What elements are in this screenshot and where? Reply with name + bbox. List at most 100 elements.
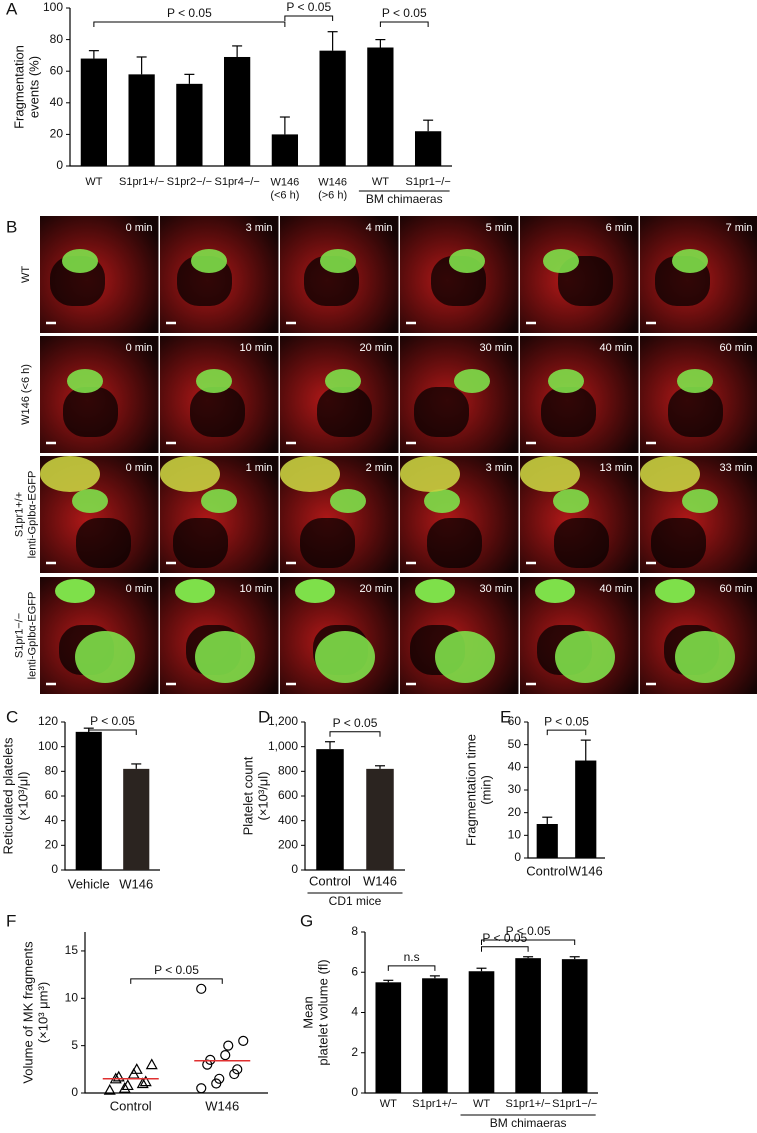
row-label: WT <box>20 266 32 283</box>
cell-green <box>320 249 356 273</box>
bar <box>422 978 448 1093</box>
point <box>118 1082 131 1093</box>
panel-letter: G <box>300 911 313 930</box>
time-label: 13 min <box>599 462 632 474</box>
point <box>130 1063 143 1074</box>
time-label: 40 min <box>599 583 632 595</box>
time-label: 20 min <box>359 583 392 595</box>
x-tick-label: S1pr1−/− <box>405 176 450 188</box>
comparison-label: P < 0.05 <box>482 931 527 945</box>
time-label: 5 min <box>486 222 513 234</box>
time-label: 33 min <box>719 462 752 474</box>
x-tick-label: S1pr1−/− <box>552 1098 597 1110</box>
panel-letter: C <box>6 707 18 726</box>
time-label: 6 min <box>606 222 633 234</box>
cell-green <box>62 249 98 273</box>
comparison-bracket <box>88 729 137 735</box>
cell-green <box>543 249 579 273</box>
x-tick-label: W146 <box>569 863 603 878</box>
cell-green <box>72 489 108 513</box>
vessel-dark <box>300 518 355 568</box>
x-tick-label: WT <box>380 1098 397 1110</box>
bar <box>123 768 150 870</box>
x-tick-label: WT <box>372 176 389 188</box>
time-label: 2 min <box>366 462 393 474</box>
point <box>238 1035 249 1047</box>
comparison-label: P < 0.05 <box>90 714 135 728</box>
y-tick-label: 400 <box>278 813 298 827</box>
point <box>196 983 207 994</box>
y-axis-label: Reticulated platelets(×10³/μl) <box>1 737 31 855</box>
panel-letter: E <box>500 707 511 726</box>
vessel-dark <box>668 387 723 437</box>
time-label: 10 min <box>239 342 272 354</box>
comparison-label: n.s <box>404 950 420 964</box>
bar <box>536 824 558 858</box>
x-tick-label: WT <box>85 176 102 188</box>
y-axis-label: Meanplatelet volume (fl) <box>301 959 331 1065</box>
y-tick-label: 8 <box>351 924 358 938</box>
comparison-label: P < 0.05 <box>154 963 199 977</box>
point <box>112 1070 125 1082</box>
time-label: 30 min <box>479 342 512 354</box>
comparison-label: P < 0.05 <box>382 6 427 20</box>
vessel-dark <box>651 518 706 568</box>
cell-green <box>330 489 366 513</box>
time-label: 1 min <box>246 462 273 474</box>
x-tick-label: W146 <box>205 1098 239 1113</box>
row-label: W146 (<6 h) <box>20 364 32 425</box>
vessel-dark <box>541 387 596 437</box>
x-tick-label: S1pr1+/− <box>119 176 164 188</box>
panel-letter: D <box>258 707 270 726</box>
bar <box>367 47 394 166</box>
cell-green <box>191 249 227 273</box>
x-tick-label: S1pr1+/− <box>412 1098 457 1110</box>
y-tick-label: 0 <box>51 862 58 876</box>
y-tick-label: 20 <box>45 838 59 852</box>
cell-yellow <box>160 456 220 492</box>
panel-letter: B <box>6 217 17 236</box>
cell-green <box>655 579 695 603</box>
y-tick-label: 80 <box>50 32 64 46</box>
y-tick-label: 20 <box>50 127 64 141</box>
vessel-dark <box>190 387 245 437</box>
axis <box>69 8 452 167</box>
x-tick-label: W146 (>6 h) <box>318 177 347 202</box>
bar <box>561 959 588 1093</box>
x-tick-label: WT <box>473 1098 490 1110</box>
cell-green <box>553 489 589 513</box>
y-tick-label: 800 <box>278 764 298 778</box>
comparison-label: P < 0.05 <box>544 714 589 728</box>
cell-green <box>195 631 255 683</box>
point <box>139 1075 152 1087</box>
time-label: 0 min <box>126 222 153 234</box>
point <box>103 1083 116 1095</box>
axis <box>84 932 268 1094</box>
x-tick-label: S1pr2−/− <box>167 176 212 188</box>
time-label: 0 min <box>126 583 153 595</box>
cell-green <box>682 489 718 513</box>
y-tick-label: 40 <box>45 813 59 827</box>
y-tick-label: 6 <box>351 964 358 978</box>
cell-green <box>435 631 495 683</box>
comparison-bracket <box>546 729 587 736</box>
vessel-dark <box>76 518 131 568</box>
bar <box>316 749 344 870</box>
cell-green <box>424 489 460 513</box>
y-tick-label: 600 <box>278 788 298 802</box>
cell-green <box>175 579 215 603</box>
point <box>205 1054 216 1065</box>
y-tick-label: 10 <box>508 828 522 842</box>
cell-green <box>454 369 490 393</box>
y-tick-label: 100 <box>38 739 58 753</box>
cell-green <box>677 369 713 393</box>
time-label: 10 min <box>239 583 272 595</box>
point <box>220 1050 231 1061</box>
cell-yellow <box>40 456 100 492</box>
y-tick-label: 1,200 <box>268 714 298 728</box>
bar <box>176 83 203 166</box>
row-label: S1pr1+/+lenti-GpIbα-EGFP <box>14 471 39 559</box>
bar <box>468 971 495 1093</box>
comparison-bracket <box>93 21 286 27</box>
bar <box>515 958 541 1093</box>
